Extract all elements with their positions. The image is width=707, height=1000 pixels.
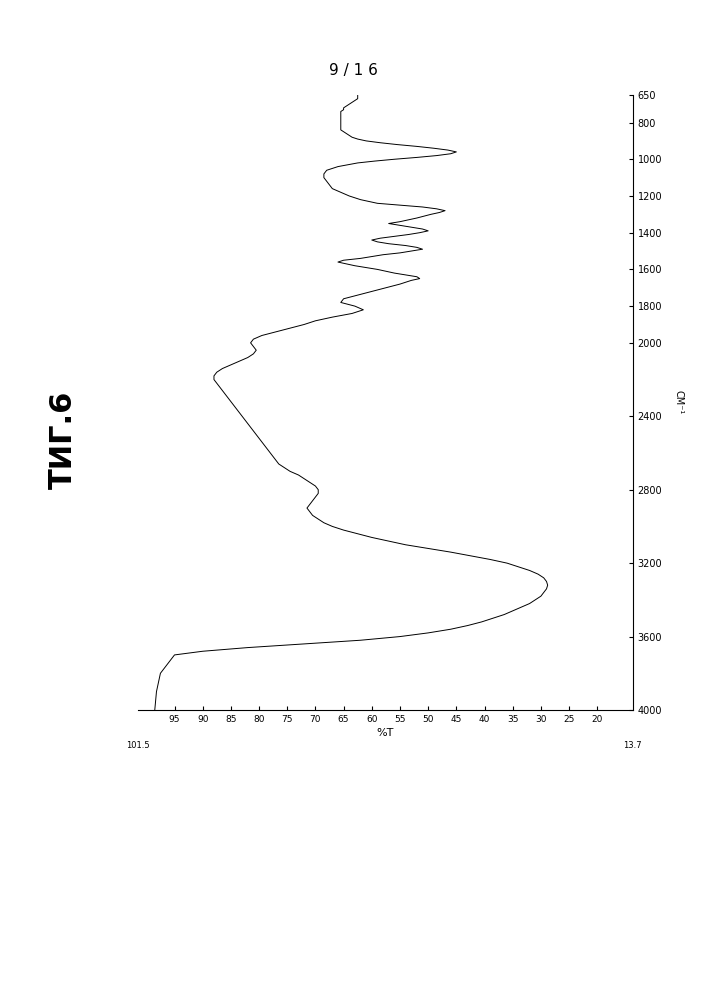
- Y-axis label: СМ⁻¹: СМ⁻¹: [673, 390, 684, 415]
- Text: 101.5: 101.5: [126, 741, 150, 750]
- Text: 9 / 1 6: 9 / 1 6: [329, 62, 378, 78]
- X-axis label: %Т: %Т: [377, 728, 394, 738]
- Text: 13.7: 13.7: [624, 741, 642, 750]
- Text: ΤИГ.6: ΤИГ.6: [49, 391, 78, 489]
